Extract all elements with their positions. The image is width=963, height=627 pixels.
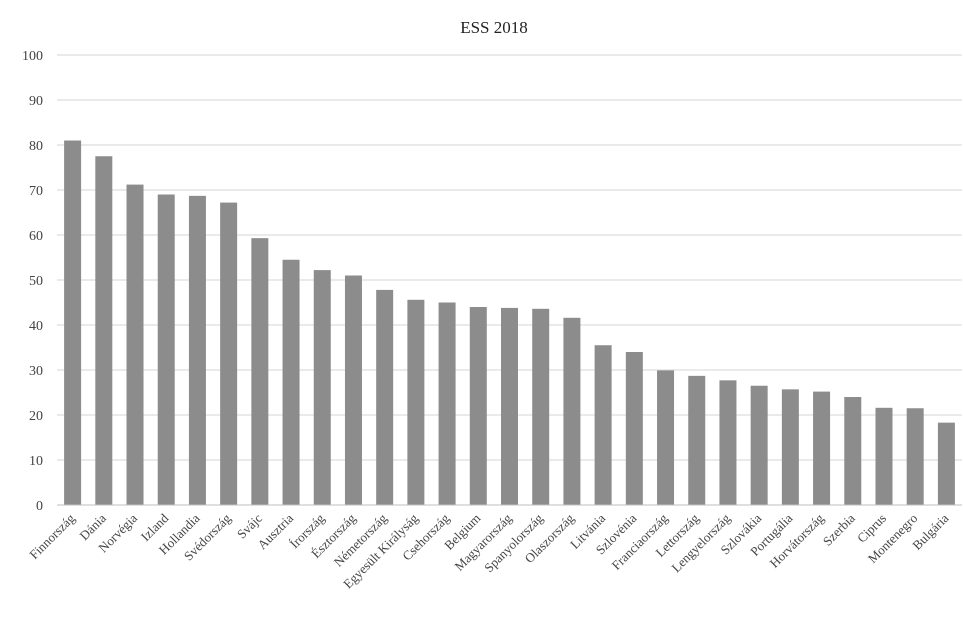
bars	[64, 140, 955, 505]
bar	[376, 289, 394, 505]
bar	[95, 156, 113, 505]
bar	[501, 307, 518, 505]
y-tick-label: 50	[29, 274, 43, 289]
bar	[594, 345, 612, 505]
x-category-label: Finnország	[26, 510, 78, 562]
chart-title: ESS 2018	[460, 18, 528, 37]
y-tick-label: 20	[29, 409, 43, 424]
bar	[688, 375, 706, 505]
y-axis-tick-labels: 0 10 20 30 40 50 60 70 80 90 100	[22, 49, 43, 514]
bar	[625, 352, 643, 505]
y-tick-label: 40	[29, 319, 43, 334]
bar	[781, 389, 799, 505]
bar	[188, 195, 206, 505]
y-tick-label: 100	[22, 49, 43, 64]
y-tick-label: 90	[29, 94, 43, 109]
bar	[344, 275, 362, 505]
bar	[750, 385, 768, 505]
bar	[282, 259, 300, 505]
bar	[563, 317, 581, 505]
bar	[126, 184, 144, 505]
x-category-label: Szerbia	[820, 510, 858, 548]
bar	[220, 202, 238, 505]
bar	[844, 397, 862, 505]
y-tick-label: 60	[29, 229, 43, 244]
gridlines	[57, 54, 962, 461]
bar	[937, 422, 955, 505]
y-tick-label: 30	[29, 364, 43, 379]
bar	[64, 140, 82, 505]
bar	[157, 194, 175, 505]
y-tick-label: 80	[29, 139, 43, 154]
bar	[657, 370, 675, 505]
bar	[313, 270, 331, 505]
y-tick-label: 70	[29, 184, 43, 199]
bar	[532, 308, 550, 505]
bar	[875, 407, 893, 505]
bar	[469, 307, 487, 505]
bar	[251, 238, 269, 505]
bar	[438, 302, 456, 505]
bar	[813, 391, 831, 505]
x-axis-category-labels: FinnországDániaNorvégiaIzlandHollandiaSv…	[26, 510, 951, 591]
bar	[906, 408, 924, 505]
bar	[719, 380, 737, 505]
y-tick-label: 0	[36, 499, 43, 514]
bar	[407, 299, 425, 505]
y-tick-label: 10	[29, 454, 43, 469]
x-category-label: Ausztria	[254, 510, 296, 552]
